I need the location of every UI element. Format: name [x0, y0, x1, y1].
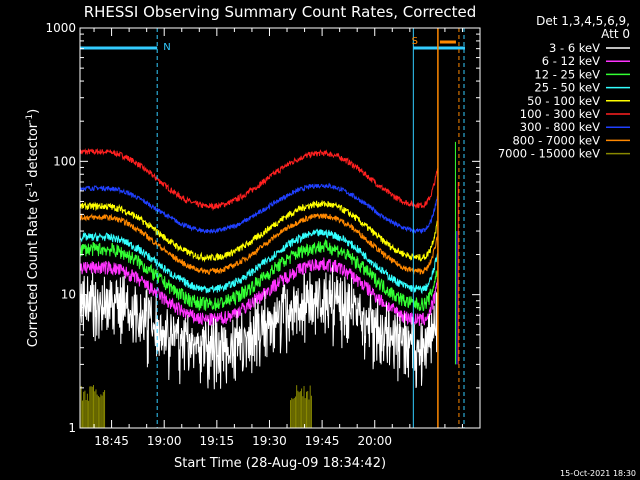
legend-label: 50 - 100 keV: [527, 94, 600, 108]
legend-label: 12 - 25 keV: [534, 67, 600, 81]
x-tick-label: 19:45: [305, 434, 340, 448]
y-tick-label: 1000: [45, 21, 76, 35]
series-line-3: [79, 228, 438, 295]
x-tick-label: 19:00: [147, 434, 182, 448]
legend-label: 3 - 6 keV: [549, 41, 600, 55]
series-line-4: [79, 200, 438, 263]
plot-frame: [79, 27, 481, 429]
legend-header-line2: Att 0: [601, 27, 630, 41]
legend-label: 300 - 800 keV: [520, 120, 600, 134]
night-label: N: [163, 42, 170, 53]
night-annotation: N: [80, 28, 465, 428]
y-tick-label: 100: [53, 154, 76, 168]
axis-layer: 1 10 100 1000 18:45 19:00 19:15 19:30 19:45 20:00: [45, 21, 480, 448]
legend-label: 6 - 12 keV: [542, 54, 600, 68]
y-axis-label-sup1: -1: [25, 182, 35, 191]
saa-annotation: S: [412, 28, 460, 428]
series-line-8: [79, 385, 312, 428]
y-axis-label: Corrected Count Rate (s-1 detector-1): [25, 109, 41, 347]
x-axis-label: Start Time (28-Aug-09 18:34:42): [174, 456, 386, 471]
y-axis-label-end: ): [26, 109, 41, 114]
y-axis-label-mid: detector: [26, 122, 41, 182]
x-tick-label: 19:30: [252, 434, 287, 448]
legend-header-line1: Det 1,3,4,5,6,9,: [536, 14, 630, 28]
series-line-0: [79, 265, 438, 390]
legend-label: 25 - 50 keV: [534, 81, 600, 95]
y-axis-label-sup2: -1: [25, 114, 35, 123]
chart-title: RHESSI Observing Summary Count Rates, Co…: [84, 3, 477, 21]
x-tick-label: 20:00: [357, 434, 392, 448]
footer-date: 15-Oct-2021 18:30: [560, 469, 636, 478]
series-line-6: [79, 182, 438, 234]
x-tick-label: 19:15: [200, 434, 235, 448]
saa-label: S: [412, 36, 418, 47]
x-tick-label: 18:45: [94, 434, 129, 448]
legend-label: 100 - 300 keV: [520, 107, 600, 121]
legend-label: 7000 - 15000 keV: [498, 147, 600, 161]
legend-label: 800 - 7000 keV: [512, 133, 600, 147]
y-tick-label: 1: [68, 421, 76, 435]
series-line-2: [79, 238, 438, 312]
series-line-5: [79, 148, 438, 212]
series-line-7: [79, 213, 438, 276]
data-layer: NS: [79, 28, 465, 428]
y-axis-label-main: Corrected Count Rate (s: [26, 191, 41, 348]
y-tick-label: 10: [61, 288, 76, 302]
